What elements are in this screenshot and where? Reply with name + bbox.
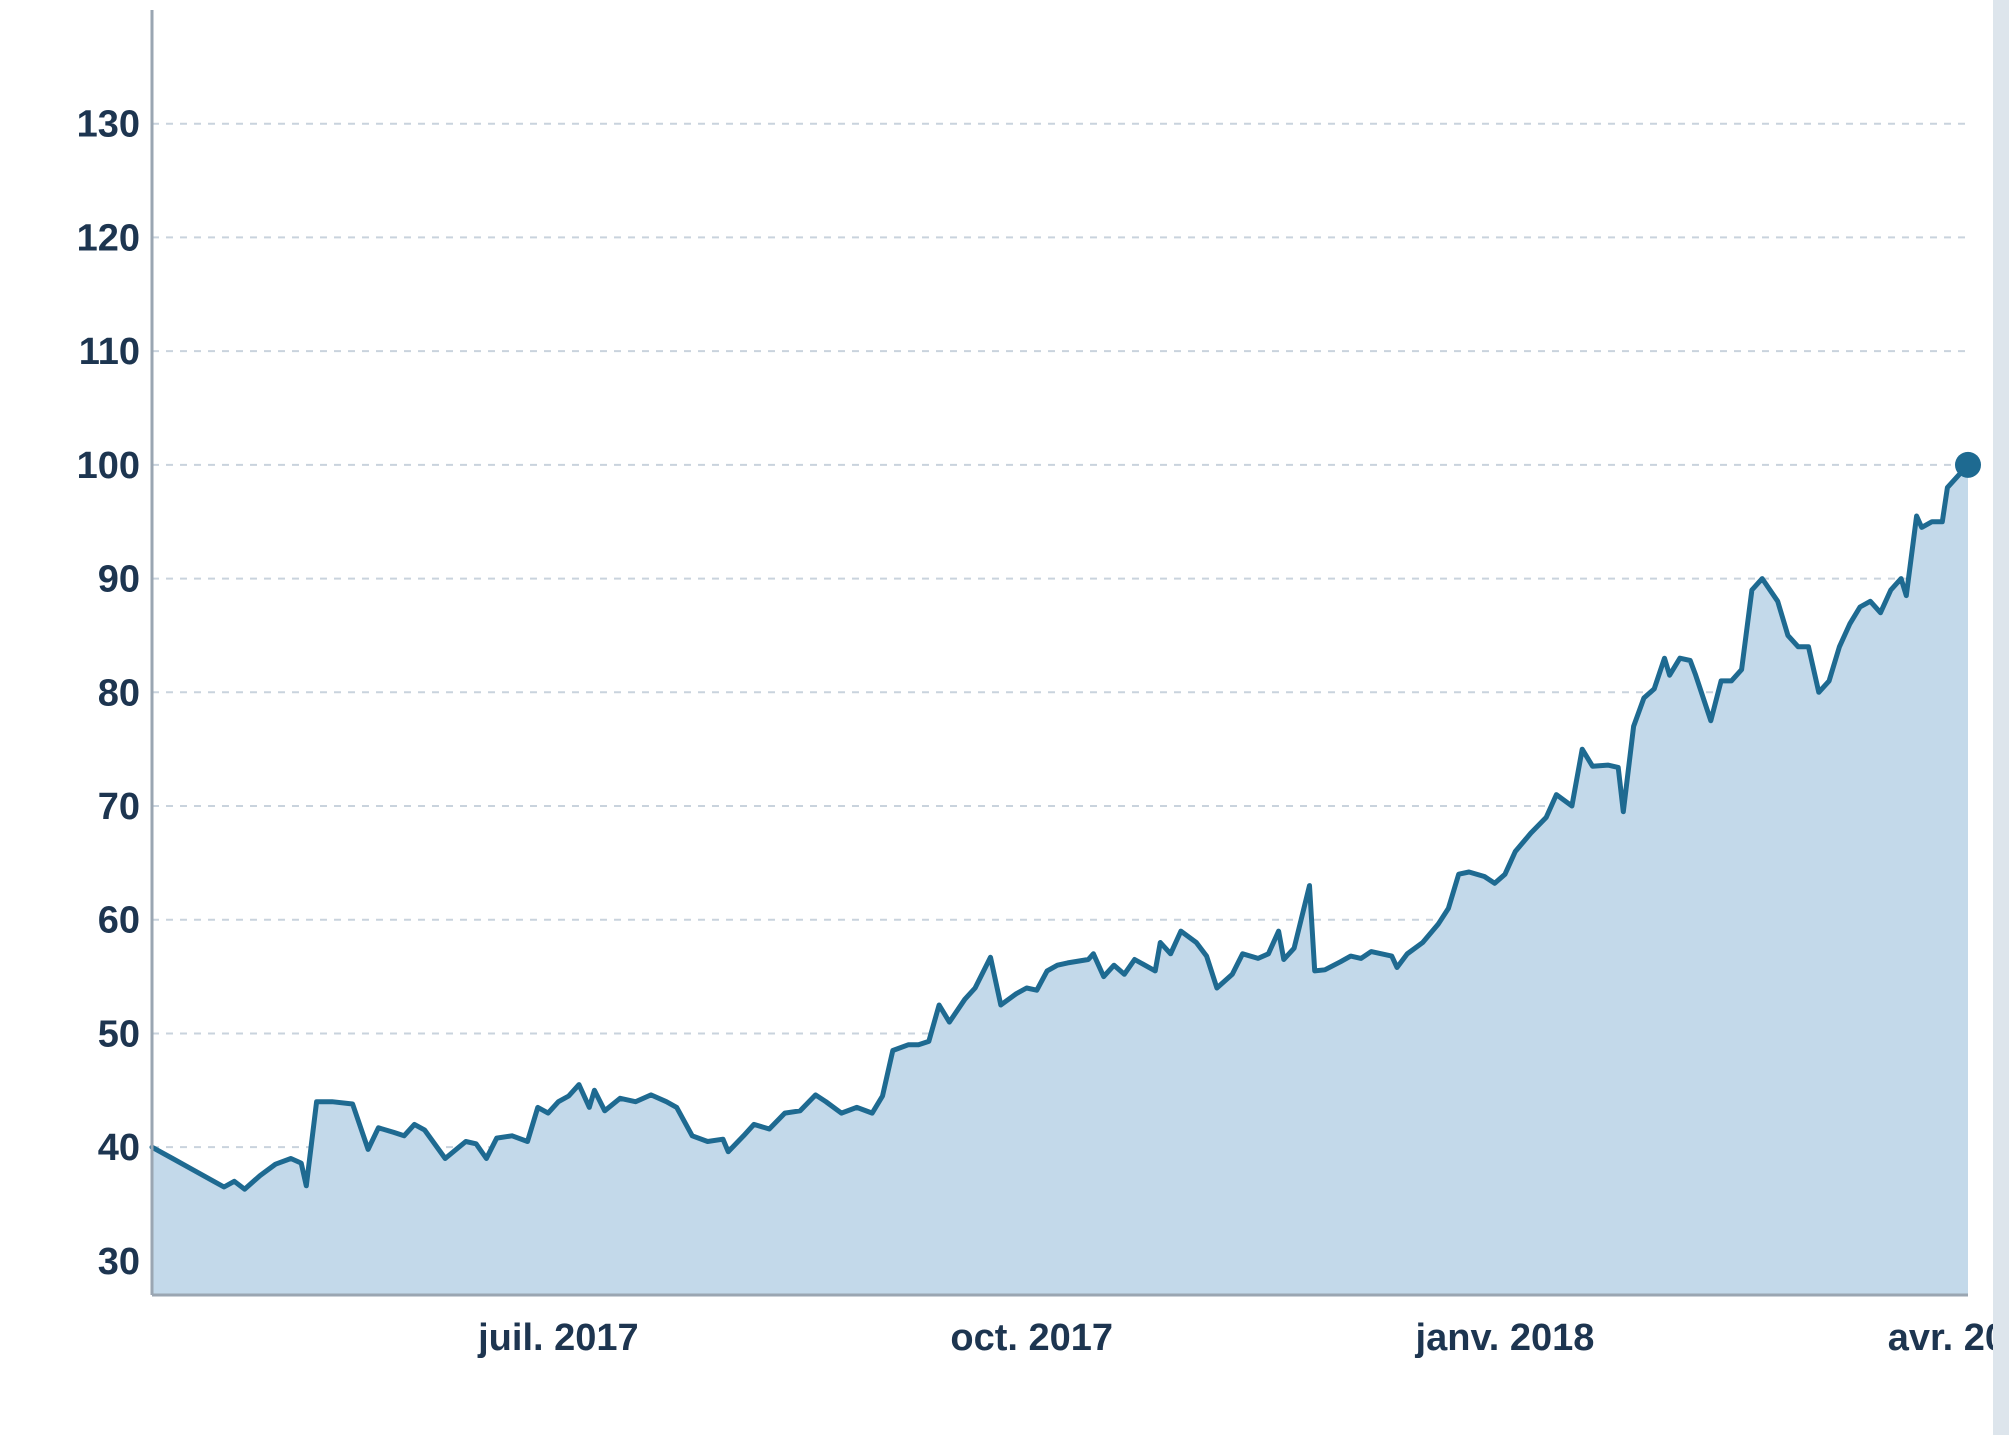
area-layer	[149, 451, 1981, 1295]
series-area-fill	[152, 464, 1968, 1295]
axis-layer	[150, 10, 1968, 1297]
y-tick-label-80: 80	[98, 672, 140, 714]
y-tick-label-30: 30	[98, 1241, 140, 1283]
y-tick-label-130: 130	[77, 104, 140, 146]
y-tick-label-40: 40	[98, 1127, 140, 1169]
y-tick-label-70: 70	[98, 786, 140, 828]
x-tick-label-oct-2017: oct. 2017	[950, 1317, 1113, 1359]
right-edge-strip	[1993, 0, 2009, 1435]
y-tick-label-110: 110	[79, 331, 140, 373]
y-tick-label-120: 120	[77, 217, 140, 259]
y-tick-label-100: 100	[77, 445, 140, 487]
y-tick-label-90: 90	[98, 559, 140, 601]
y-tick-labels: 30 40 50 60 70 80 90 100 110 120 130	[77, 104, 140, 1283]
x-tick-labels: juil. 2017 oct. 2017 janv. 2018 avr. 2018	[477, 1317, 2009, 1359]
last-point-marker	[1955, 451, 1981, 478]
x-tick-label-juil-2017: juil. 2017	[477, 1317, 639, 1359]
y-tick-label-50: 50	[98, 1013, 140, 1055]
x-tick-label-avr-2018: avr. 2018	[1888, 1317, 2009, 1359]
y-tick-label-60: 60	[98, 900, 140, 942]
series-line	[149, 462, 1971, 1192]
x-tick-label-janv-2018: janv. 2018	[1415, 1317, 1595, 1359]
